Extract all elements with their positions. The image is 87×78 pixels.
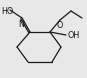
Text: N: N [18, 20, 24, 29]
Text: HO: HO [1, 6, 13, 16]
Text: OH: OH [67, 30, 79, 39]
Text: O: O [57, 21, 63, 30]
